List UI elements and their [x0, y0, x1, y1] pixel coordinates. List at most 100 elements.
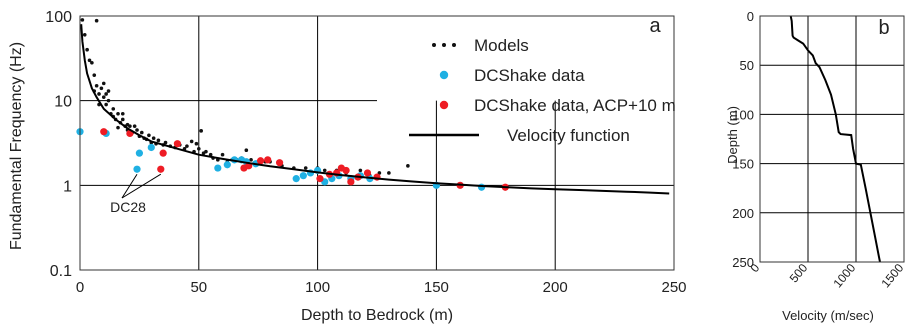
dcshake-point-12 — [299, 172, 307, 180]
models-point-37 — [163, 140, 168, 145]
legend-models-marker-3 — [452, 43, 456, 47]
models-point-79 — [116, 125, 120, 130]
models-point-1 — [82, 32, 87, 37]
acp-point-8 — [264, 156, 272, 164]
panel-b-y-axis-label: Depth (m) — [725, 106, 740, 164]
y-tick-label-100: 100 — [45, 9, 72, 26]
acp-point-17 — [363, 169, 372, 177]
models-point-67 — [322, 168, 327, 173]
dc28-pointer-0 — [121, 173, 138, 199]
panel-b-letter: b — [878, 17, 889, 39]
models-point-9 — [101, 95, 106, 99]
b-y-tick-label-150: 150 — [732, 157, 754, 172]
velocity-function-line — [80, 24, 670, 195]
panel-a-y-axis-label: Fundamental Frequency (Hz) — [8, 42, 25, 250]
panel-b-frame — [759, 15, 905, 263]
x-tick-label-250: 250 — [661, 279, 686, 296]
legend-acp-marker — [439, 100, 449, 110]
panel-b-border — [759, 15, 905, 263]
b-y-tick-label-250: 250 — [732, 255, 754, 270]
panel-a-legend: Models DCShake data DCShake data, ACP+10 m… — [409, 36, 676, 145]
models-point-45 — [194, 141, 199, 146]
legend-label-0: Models — [474, 36, 529, 55]
models-point-74 — [406, 164, 410, 168]
acp-point-0 — [100, 128, 108, 136]
dcshake-point-4 — [147, 143, 155, 152]
acp-point-10 — [316, 175, 324, 183]
dcshake-point-6 — [223, 161, 231, 169]
b-y-tick-label-200: 200 — [732, 206, 754, 221]
panel-a-tick-labels: 0 50 100 150 200 250 0.1 1 10 100 — [45, 9, 686, 296]
models-point-49 — [204, 149, 208, 154]
dcshake-point-11 — [292, 175, 300, 183]
models-point-6 — [94, 83, 99, 88]
acp-point-3 — [159, 149, 167, 157]
b-x-tick-label-1500: 1500 — [878, 261, 906, 291]
legend-dcshake-marker — [439, 70, 449, 80]
models-point-42 — [185, 144, 189, 148]
models-point-73 — [387, 171, 391, 175]
x-tick-label-0: 0 — [76, 279, 84, 296]
legend-label-1: DCShake data — [474, 66, 585, 85]
b-x-tick-label-500: 500 — [787, 261, 811, 286]
models-point-46 — [197, 147, 201, 151]
dc28-pointer-1 — [121, 173, 162, 199]
models-point-76 — [104, 92, 108, 96]
models-point-26 — [135, 128, 139, 132]
models-point-43 — [189, 139, 194, 144]
b-y-tick-label-0: 0 — [747, 9, 754, 24]
panel-a-chart: 0 50 100 150 200 250 0.1 1 10 100 Depth to Bedroc… — [8, 9, 687, 324]
acp-point-14 — [342, 166, 350, 175]
legend-models-marker — [432, 43, 436, 47]
x-tick-label-200: 200 — [543, 279, 568, 296]
models-point-12 — [94, 18, 99, 23]
models-point-0 — [80, 18, 85, 22]
models-point-59 — [249, 158, 253, 162]
models-point-5 — [92, 73, 97, 77]
b-y-tick-label-50: 50 — [740, 58, 754, 73]
models-point-11 — [106, 98, 111, 103]
acp-point-4 — [173, 140, 182, 148]
models-point-80 — [120, 111, 125, 116]
models-point-16 — [111, 107, 116, 111]
legend-models-marker-2 — [442, 43, 446, 47]
panel-a-x-axis-label: Depth to Bedrock (m) — [301, 307, 453, 324]
legend-label-2: DCShake data, ACP+10 m — [474, 96, 676, 115]
acp-point-15 — [347, 178, 355, 186]
models-point-3 — [87, 58, 92, 63]
panel-b-gridlines — [760, 16, 904, 262]
models-point-18 — [116, 111, 120, 116]
models-point-33 — [151, 136, 156, 141]
b-y-tick-label-100: 100 — [732, 107, 754, 122]
dcshake-point-22 — [477, 183, 486, 191]
panel-a-frame — [79, 15, 675, 271]
y-tick-label-10: 10 — [54, 94, 72, 111]
models-point-53 — [220, 152, 225, 157]
panel-a-annotation: DC28 — [110, 173, 162, 215]
models-point-7 — [97, 92, 101, 96]
acp-point-2 — [157, 165, 165, 173]
models-point-20 — [120, 117, 125, 122]
dcshake-point-5 — [214, 164, 222, 172]
models-point-77 — [106, 89, 111, 93]
acp-point-7 — [256, 157, 265, 165]
models-point-81 — [125, 122, 130, 127]
models-point-28 — [139, 130, 144, 135]
dc28-annotation-label: DC28 — [110, 199, 146, 215]
models-point-4 — [90, 61, 94, 65]
b-x-tick-label-1000: 1000 — [830, 261, 858, 291]
panel-a-series — [76, 18, 670, 195]
y-tick-label-1: 1 — [63, 178, 72, 195]
panel-b-series — [789, 15, 881, 263]
x-tick-label-150: 150 — [424, 279, 449, 296]
legend-label-3: Velocity function — [507, 126, 630, 145]
dcshake-point-3 — [135, 149, 143, 157]
dcshake-point-2 — [133, 165, 141, 173]
y-tick-label-0.1: 0.1 — [50, 263, 72, 280]
x-tick-label-50: 50 — [190, 279, 207, 296]
models-point-65 — [303, 166, 308, 170]
models-point-8 — [99, 86, 104, 91]
